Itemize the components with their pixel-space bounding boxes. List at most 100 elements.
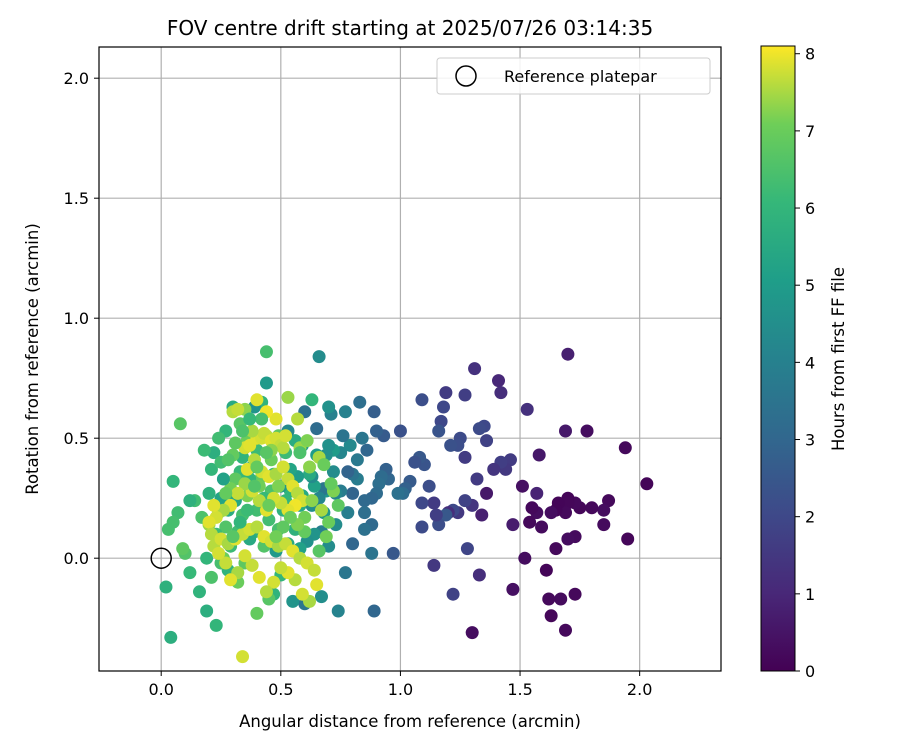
data-point bbox=[427, 496, 441, 510]
data-point bbox=[554, 592, 568, 606]
data-point bbox=[202, 486, 216, 500]
colorbar-tick-label: 0 bbox=[805, 662, 815, 681]
data-point bbox=[224, 573, 238, 587]
data-point bbox=[310, 578, 324, 592]
data-point bbox=[322, 400, 336, 414]
data-point bbox=[231, 486, 245, 500]
data-point bbox=[429, 508, 443, 522]
data-point bbox=[436, 400, 450, 414]
data-point bbox=[446, 587, 460, 601]
data-point bbox=[326, 465, 340, 479]
y-tick-label: 2.0 bbox=[64, 69, 89, 88]
data-point bbox=[561, 347, 575, 361]
data-point bbox=[472, 568, 486, 582]
data-point bbox=[523, 515, 537, 529]
data-point bbox=[602, 494, 616, 508]
data-point bbox=[319, 530, 333, 544]
data-point bbox=[200, 604, 214, 618]
data-point bbox=[250, 520, 264, 534]
data-point bbox=[360, 443, 374, 457]
x-axis-ticks: 0.0 0.5 1.0 1.5 2.0 bbox=[148, 671, 652, 699]
data-point bbox=[221, 453, 235, 467]
data-point bbox=[506, 518, 520, 532]
data-point bbox=[238, 549, 252, 563]
data-point bbox=[259, 585, 273, 599]
data-point bbox=[331, 604, 345, 618]
data-point bbox=[367, 405, 381, 419]
legend-marker bbox=[455, 65, 477, 87]
plot-frame bbox=[98, 46, 722, 672]
y-axis-ticks: 0.0 0.5 1.0 1.5 2.0 bbox=[64, 69, 99, 568]
data-point bbox=[269, 412, 283, 426]
data-point bbox=[219, 520, 233, 534]
data-point bbox=[358, 522, 372, 536]
data-point bbox=[276, 460, 290, 474]
data-point bbox=[365, 546, 379, 560]
data-point bbox=[226, 530, 240, 544]
data-point bbox=[233, 515, 247, 529]
data-point bbox=[518, 551, 532, 565]
data-point bbox=[544, 506, 558, 520]
data-point bbox=[305, 393, 319, 407]
data-point bbox=[618, 441, 632, 455]
data-point bbox=[415, 520, 429, 534]
data-point bbox=[245, 424, 259, 438]
data-point bbox=[240, 503, 254, 517]
data-point bbox=[197, 443, 211, 457]
data-point bbox=[338, 566, 352, 580]
data-point bbox=[312, 350, 326, 364]
y-tick-label: 0.0 bbox=[64, 549, 89, 568]
y-tick-label: 1.5 bbox=[64, 189, 89, 208]
data-point bbox=[640, 477, 654, 491]
data-point bbox=[559, 623, 572, 637]
data-point bbox=[236, 650, 250, 664]
data-point bbox=[231, 402, 245, 416]
data-point bbox=[310, 422, 324, 436]
colorbar-tick-label: 7 bbox=[805, 122, 815, 141]
colorbar-ticks: 0 1 2 3 4 5 6 7 8 bbox=[795, 45, 815, 681]
data-point bbox=[276, 441, 290, 455]
data-point bbox=[307, 563, 321, 577]
data-point bbox=[250, 393, 264, 407]
colorbar-tick-label: 2 bbox=[805, 508, 815, 527]
data-point bbox=[164, 630, 178, 644]
data-point bbox=[597, 503, 611, 517]
data-point bbox=[432, 424, 446, 438]
y-axis-label: Rotation from reference (arcmin) bbox=[23, 223, 42, 495]
colorbar-tick-label: 8 bbox=[805, 45, 815, 64]
data-point bbox=[300, 434, 314, 448]
legend-label: Reference platepar bbox=[504, 67, 657, 86]
data-point bbox=[291, 412, 305, 426]
data-point bbox=[236, 424, 250, 438]
x-tick-label: 0.0 bbox=[148, 680, 173, 699]
data-point bbox=[243, 412, 257, 426]
data-point bbox=[475, 508, 489, 522]
data-point bbox=[314, 590, 328, 604]
data-point bbox=[161, 522, 175, 536]
data-point bbox=[532, 448, 546, 462]
legend: Reference platepar bbox=[436, 57, 711, 95]
data-point bbox=[314, 503, 328, 517]
colorbar-gradient bbox=[760, 45, 796, 672]
data-point bbox=[259, 446, 273, 460]
data-point bbox=[200, 551, 214, 565]
data-point bbox=[293, 446, 307, 460]
data-point bbox=[346, 486, 360, 500]
data-point bbox=[312, 544, 326, 558]
data-point bbox=[228, 436, 242, 450]
x-tick-label: 0.5 bbox=[268, 680, 293, 699]
x-tick-label: 2.0 bbox=[627, 680, 652, 699]
chart-title: FOV centre drift starting at 2025/07/26 … bbox=[167, 16, 653, 40]
data-point bbox=[350, 453, 364, 467]
data-point bbox=[279, 429, 293, 443]
data-point bbox=[262, 498, 276, 512]
data-point bbox=[525, 501, 539, 515]
data-point bbox=[544, 609, 558, 623]
data-point bbox=[386, 546, 400, 560]
data-point bbox=[458, 450, 472, 464]
data-point bbox=[286, 594, 300, 608]
data-point bbox=[559, 424, 572, 438]
data-point bbox=[212, 431, 226, 445]
data-point bbox=[468, 362, 482, 376]
x-tick-label: 1.5 bbox=[507, 680, 532, 699]
